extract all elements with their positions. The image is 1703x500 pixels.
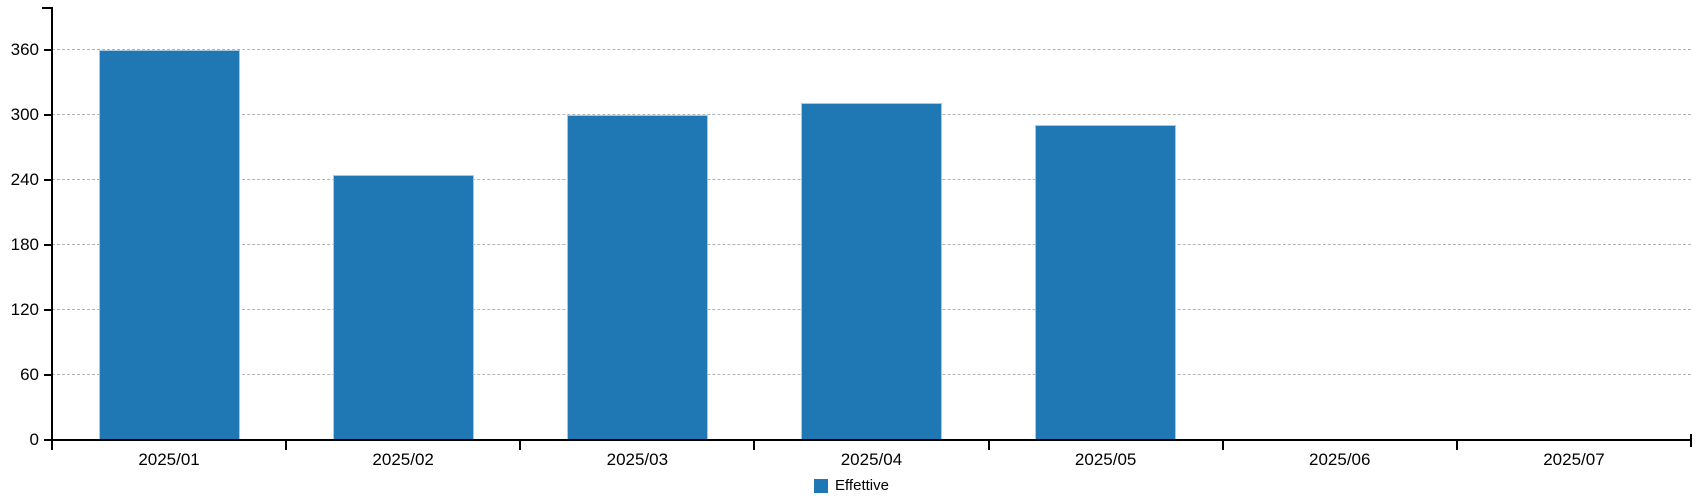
bar-2025-04[interactable]: [801, 102, 942, 440]
x-tick: [519, 441, 522, 450]
x-tick-label: 2025/06: [1309, 450, 1371, 469]
y-tick-120: [44, 308, 52, 311]
legend[interactable]: Effettive: [0, 475, 1703, 497]
y-tick-label: 120: [10, 299, 39, 319]
x-tick: [285, 441, 288, 450]
x-tick: [987, 441, 990, 450]
x-tick-label: 2025/07: [1543, 450, 1605, 469]
y-tick-300: [44, 113, 52, 116]
y-tick-60: [44, 373, 52, 376]
legend-label: Effettive: [835, 477, 889, 494]
y-axis-line: [51, 7, 53, 441]
y-tick-360: [44, 48, 52, 51]
y-tick-180: [44, 243, 52, 246]
bar-2025-03[interactable]: [566, 114, 708, 440]
y-tick-label: 300: [10, 104, 39, 124]
y-tick-label: 360: [10, 39, 39, 59]
x-axis-end-cap-icon: [1690, 434, 1692, 447]
x-tick-label: 2025/03: [606, 450, 669, 469]
y-tick-label: 180: [10, 234, 39, 254]
x-tick-label: 2025/04: [840, 450, 903, 469]
x-tick-label: 2025/02: [372, 450, 434, 469]
y-tick-240: [44, 178, 52, 181]
y-axis-end-cap-icon: [42, 7, 53, 9]
y-tick-0: [44, 439, 52, 441]
x-tick-label: 2025/01: [138, 450, 200, 469]
x-tick: [1455, 441, 1458, 450]
y-tick-label: 60: [20, 364, 39, 384]
x-tick: [753, 441, 756, 450]
legend-swatch-icon: [814, 479, 829, 493]
x-tick: [51, 441, 53, 450]
bar-2025-01[interactable]: [98, 49, 240, 440]
y-tick-label: 0: [29, 430, 39, 449]
gridline-360: [52, 48, 1691, 50]
bar-2025-05[interactable]: [1035, 125, 1177, 440]
x-tick: [1221, 441, 1224, 450]
x-axis-line: [51, 439, 1692, 441]
bar-2025-02[interactable]: [332, 175, 474, 440]
y-tick-label: 240: [10, 169, 39, 189]
x-tick-label: 2025/05: [1074, 450, 1137, 469]
